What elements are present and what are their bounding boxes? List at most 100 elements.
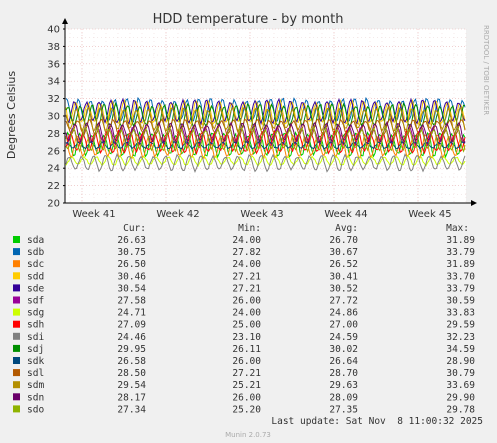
legend-avg-sdg: 24.86 <box>329 308 358 319</box>
legend-min-sdn: 26.00 <box>232 392 261 403</box>
legend-swatch-sdg <box>13 308 20 316</box>
legend-label-sdo: sdo <box>27 404 44 415</box>
legend-min-sdl: 27.21 <box>232 368 261 379</box>
legend-swatch-sdn <box>13 393 20 401</box>
y-axis-arrow <box>62 18 68 24</box>
series-line-sdd <box>65 98 466 127</box>
legend-min-sdo: 25.20 <box>232 404 261 415</box>
legend-min-sdk: 26.00 <box>232 356 261 367</box>
legend-label-sdh: sdh <box>27 320 44 331</box>
axes: 20 22 24 26 28 30 32 34 36 38 40 Week 41 Week 42 Week… <box>47 18 477 220</box>
series-lines <box>65 96 466 173</box>
legend-max-sdc: 31.89 <box>446 259 475 270</box>
legend-max-sdj: 34.59 <box>446 344 475 355</box>
y-tick-label: 32 <box>47 94 60 105</box>
legend-swatch-sde <box>13 284 20 292</box>
legend-cur-sdi: 24.46 <box>117 332 146 343</box>
legend-label-sdf: sdf <box>27 296 44 307</box>
legend-avg-sdc: 26.52 <box>329 259 358 270</box>
legend-avg-sdh: 27.00 <box>329 320 358 331</box>
legend-cur-sdo: 27.34 <box>117 404 146 415</box>
legend-swatch-sdk <box>13 357 20 364</box>
y-tick-label: 26 <box>47 146 60 157</box>
x-tick-label: Week 45 <box>408 209 451 220</box>
y-tick-label: 40 <box>47 25 60 36</box>
legend-cur-sdl: 28.50 <box>117 368 146 379</box>
legend: Cur: Min: Avg: Max: sda 26.63 24.00 26.70 31.89 s… <box>13 223 475 415</box>
legend-swatch-sdf <box>13 296 20 304</box>
legend-max-sdh: 29.59 <box>446 320 475 331</box>
legend-swatch-sdj <box>13 344 20 352</box>
legend-cur-sdm: 29.54 <box>117 380 146 391</box>
series-line-sdh <box>65 128 466 156</box>
legend-cur-sdd: 30.46 <box>117 271 146 282</box>
legend-avg-sde: 30.52 <box>329 283 358 294</box>
last-update: Last update: Sat Nov 8 11:00:32 2025 <box>271 416 483 427</box>
legend-max-sdl: 30.79 <box>446 368 475 379</box>
x-axis-arrow <box>471 200 477 206</box>
legend-label-sdm: sdm <box>27 380 44 391</box>
y-tick-label: 22 <box>47 181 60 192</box>
legend-swatch-sdd <box>13 272 20 280</box>
y-axis-label: Degrees Celsius <box>5 71 18 160</box>
legend-swatch-sdl <box>13 369 20 377</box>
legend-swatch-sdi <box>13 332 20 340</box>
legend-min-sdc: 24.00 <box>232 259 261 270</box>
y-tick-label: 20 <box>47 199 60 210</box>
legend-min-sda: 24.00 <box>232 235 261 246</box>
legend-swatch-sda <box>13 236 20 243</box>
x-tick-label: Week 44 <box>324 209 367 220</box>
legend-cur-sdk: 26.58 <box>117 356 146 367</box>
legend-min-sde: 27.21 <box>232 283 261 294</box>
legend-cur-sdf: 27.58 <box>117 296 146 307</box>
legend-max-sdg: 33.83 <box>446 308 475 319</box>
grid-lines <box>65 28 467 204</box>
series-line-sdk <box>65 140 466 151</box>
legend-avg-sda: 26.70 <box>329 235 358 246</box>
legend-cur-sdn: 28.17 <box>117 392 146 403</box>
legend-label-sdc: sdc <box>27 259 44 270</box>
legend-swatch-sdh <box>13 320 20 328</box>
legend-cur-sdg: 24.71 <box>117 308 146 319</box>
legend-header: Max: <box>446 223 469 234</box>
legend-avg-sdd: 30.41 <box>329 271 358 282</box>
legend-header: Avg: <box>335 223 358 234</box>
x-tick-label: Week 41 <box>72 209 115 220</box>
legend-avg-sdm: 29.63 <box>329 380 358 391</box>
legend-cur-sdh: 27.09 <box>117 320 146 331</box>
legend-avg-sdk: 26.64 <box>329 356 358 367</box>
legend-min-sdm: 25.21 <box>232 380 261 391</box>
legend-label-sda: sda <box>27 235 44 246</box>
legend-min-sdg: 24.00 <box>232 308 261 319</box>
legend-max-sdo: 29.78 <box>446 404 475 415</box>
legend-header: Cur: <box>123 223 146 234</box>
legend-min-sdf: 26.00 <box>232 296 261 307</box>
legend-label-sdg: sdg <box>27 308 44 319</box>
series-line-sdg <box>65 154 466 168</box>
legend-max-sdf: 30.59 <box>446 296 475 307</box>
legend-swatch-sdo <box>13 405 20 413</box>
legend-label-sdj: sdj <box>27 344 44 355</box>
series-line-sde <box>65 97 466 126</box>
legend-avg-sdl: 28.70 <box>329 368 358 379</box>
legend-label-sdb: sdb <box>27 247 44 258</box>
x-tick-label: Week 42 <box>156 209 199 220</box>
legend-cur-sde: 30.54 <box>117 283 146 294</box>
legend-min-sdh: 25.00 <box>232 320 261 331</box>
series-line-sdm <box>65 105 466 133</box>
legend-avg-sdb: 30.67 <box>329 247 358 258</box>
legend-cur-sdb: 30.75 <box>117 247 146 258</box>
y-tick-label: 28 <box>47 129 60 140</box>
series-line-sdn <box>65 120 466 145</box>
chart-title: HDD temperature - by month <box>153 12 344 27</box>
legend-header: Min: <box>238 223 261 234</box>
legend-max-sde: 33.79 <box>446 283 475 294</box>
legend-cur-sdj: 29.95 <box>117 344 146 355</box>
y-tick-label: 30 <box>47 112 60 123</box>
munin-version: Munin 2.0.73 <box>225 431 271 439</box>
legend-label-sdd: sdd <box>27 271 44 282</box>
y-tick-label: 24 <box>47 164 60 175</box>
legend-swatch-sdb <box>13 248 20 256</box>
series-line-sdi <box>65 153 466 173</box>
